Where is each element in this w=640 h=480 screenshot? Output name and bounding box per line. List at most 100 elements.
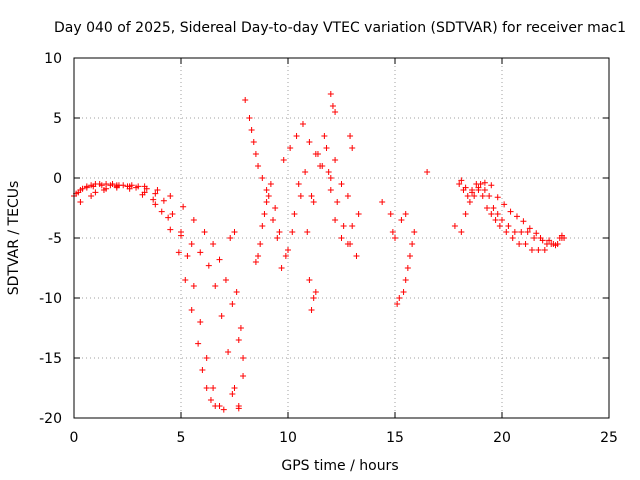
data-point bbox=[197, 319, 204, 325]
data-point bbox=[272, 205, 279, 211]
data-point bbox=[259, 175, 266, 181]
data-point bbox=[308, 307, 315, 313]
data-point bbox=[494, 194, 501, 201]
data-point bbox=[141, 183, 148, 190]
data-point bbox=[306, 277, 313, 283]
data-point bbox=[312, 289, 319, 295]
data-point bbox=[158, 208, 165, 215]
y-axis-label: SDTVAR / TECUs bbox=[6, 181, 22, 296]
data-point bbox=[484, 205, 491, 211]
data-point bbox=[451, 223, 458, 229]
data-point bbox=[332, 109, 339, 115]
data-point bbox=[182, 277, 189, 283]
data-point bbox=[327, 91, 334, 97]
data-point bbox=[139, 191, 146, 198]
data-point bbox=[503, 229, 510, 235]
data-point bbox=[233, 289, 240, 295]
data-point bbox=[398, 217, 405, 223]
data-point bbox=[558, 232, 565, 239]
data-point bbox=[231, 385, 238, 391]
data-point bbox=[229, 301, 236, 307]
data-point bbox=[263, 187, 270, 193]
data-point bbox=[235, 405, 242, 412]
data-point bbox=[392, 235, 398, 241]
data-point bbox=[216, 256, 223, 263]
data-points bbox=[71, 91, 568, 413]
data-point bbox=[507, 208, 514, 215]
data-point bbox=[252, 151, 259, 157]
data-point bbox=[278, 265, 285, 271]
data-point bbox=[169, 211, 176, 217]
data-point bbox=[389, 229, 396, 235]
data-point bbox=[246, 115, 253, 121]
data-point bbox=[533, 230, 540, 237]
data-point bbox=[207, 397, 214, 403]
data-point bbox=[203, 385, 210, 391]
data-point bbox=[552, 242, 559, 249]
data-point bbox=[531, 235, 538, 241]
data-point bbox=[103, 185, 110, 192]
data-point bbox=[499, 217, 505, 223]
data-point bbox=[402, 277, 409, 283]
data-point bbox=[492, 217, 499, 223]
data-point bbox=[240, 355, 247, 361]
data-point bbox=[304, 229, 311, 235]
data-point bbox=[222, 277, 229, 283]
data-point bbox=[340, 223, 347, 229]
data-point bbox=[261, 211, 268, 217]
y-tick-label: -5 bbox=[48, 231, 62, 247]
data-point bbox=[197, 249, 204, 256]
data-point bbox=[306, 139, 313, 145]
data-point bbox=[259, 223, 266, 229]
data-point bbox=[227, 235, 234, 241]
data-point bbox=[150, 196, 157, 203]
data-point bbox=[464, 193, 471, 199]
data-point bbox=[409, 241, 416, 247]
data-point bbox=[546, 237, 553, 244]
data-point bbox=[462, 211, 469, 217]
data-point bbox=[297, 193, 304, 199]
data-point bbox=[458, 177, 465, 184]
x-tick-label: 15 bbox=[386, 430, 404, 446]
data-point bbox=[218, 313, 225, 319]
data-point bbox=[539, 237, 546, 244]
data-point bbox=[184, 253, 191, 259]
data-point bbox=[282, 253, 289, 259]
y-tick-labels: 10 5 0 -5 -10 -15 -20 bbox=[39, 51, 62, 427]
data-point bbox=[212, 403, 219, 409]
data-point bbox=[293, 133, 300, 139]
data-point bbox=[77, 199, 84, 205]
data-point bbox=[165, 214, 172, 221]
axis-ticks bbox=[73, 57, 610, 419]
data-point bbox=[285, 247, 291, 253]
data-point bbox=[310, 199, 317, 205]
data-point bbox=[488, 211, 495, 217]
data-point bbox=[513, 213, 520, 220]
data-point bbox=[160, 197, 167, 204]
data-point bbox=[509, 235, 516, 241]
data-point bbox=[327, 187, 334, 193]
data-point bbox=[289, 229, 296, 235]
data-point bbox=[250, 139, 257, 145]
data-point bbox=[126, 185, 133, 192]
data-point bbox=[501, 201, 508, 208]
data-point bbox=[404, 265, 411, 271]
data-point bbox=[520, 218, 527, 225]
data-point bbox=[210, 241, 217, 247]
data-point bbox=[107, 182, 114, 189]
data-point bbox=[199, 367, 206, 373]
data-point bbox=[516, 241, 523, 247]
data-point bbox=[274, 235, 281, 241]
data-point bbox=[319, 163, 326, 169]
data-point bbox=[312, 151, 319, 157]
data-point bbox=[479, 193, 486, 199]
data-point bbox=[344, 193, 351, 199]
data-point bbox=[321, 133, 328, 139]
data-point bbox=[178, 229, 184, 235]
data-point bbox=[486, 193, 493, 199]
data-point bbox=[225, 349, 232, 355]
data-point bbox=[511, 229, 518, 235]
x-axis-label: GPS time / hours bbox=[281, 458, 398, 474]
data-point bbox=[462, 184, 469, 191]
data-point bbox=[195, 340, 202, 347]
